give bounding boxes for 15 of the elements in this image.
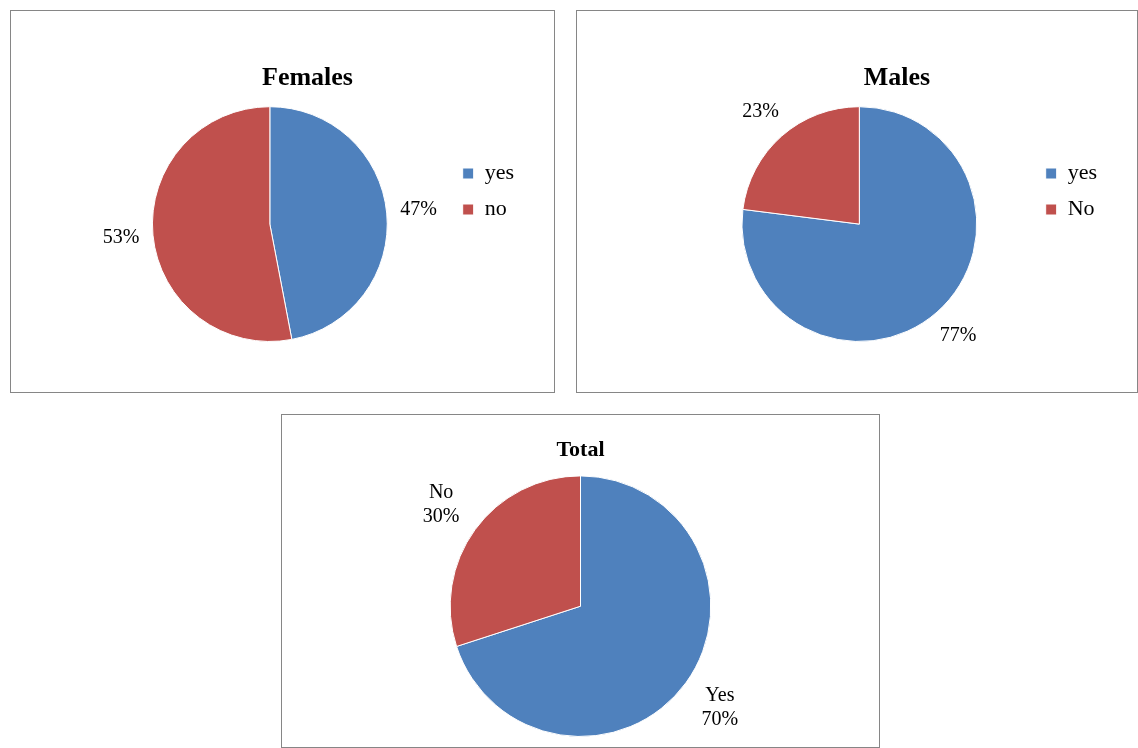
- data-label: 23%: [742, 99, 779, 122]
- data-label: 47%: [400, 197, 437, 220]
- legend-label: no: [484, 195, 507, 221]
- chart-title: Males: [863, 62, 931, 92]
- data-label: 53%: [102, 225, 140, 248]
- chart-title: Total: [556, 435, 605, 461]
- data-label: 70%: [701, 706, 739, 729]
- slice-label: Yes: [705, 682, 735, 705]
- slice-label: No: [428, 480, 454, 503]
- legend-label: yes: [1067, 159, 1097, 185]
- data-label: 30%: [422, 504, 460, 527]
- legend-label: No: [1067, 195, 1095, 221]
- data-label: 77%: [939, 323, 977, 346]
- legend-label: yes: [484, 159, 514, 185]
- chart-title: Females: [262, 62, 353, 92]
